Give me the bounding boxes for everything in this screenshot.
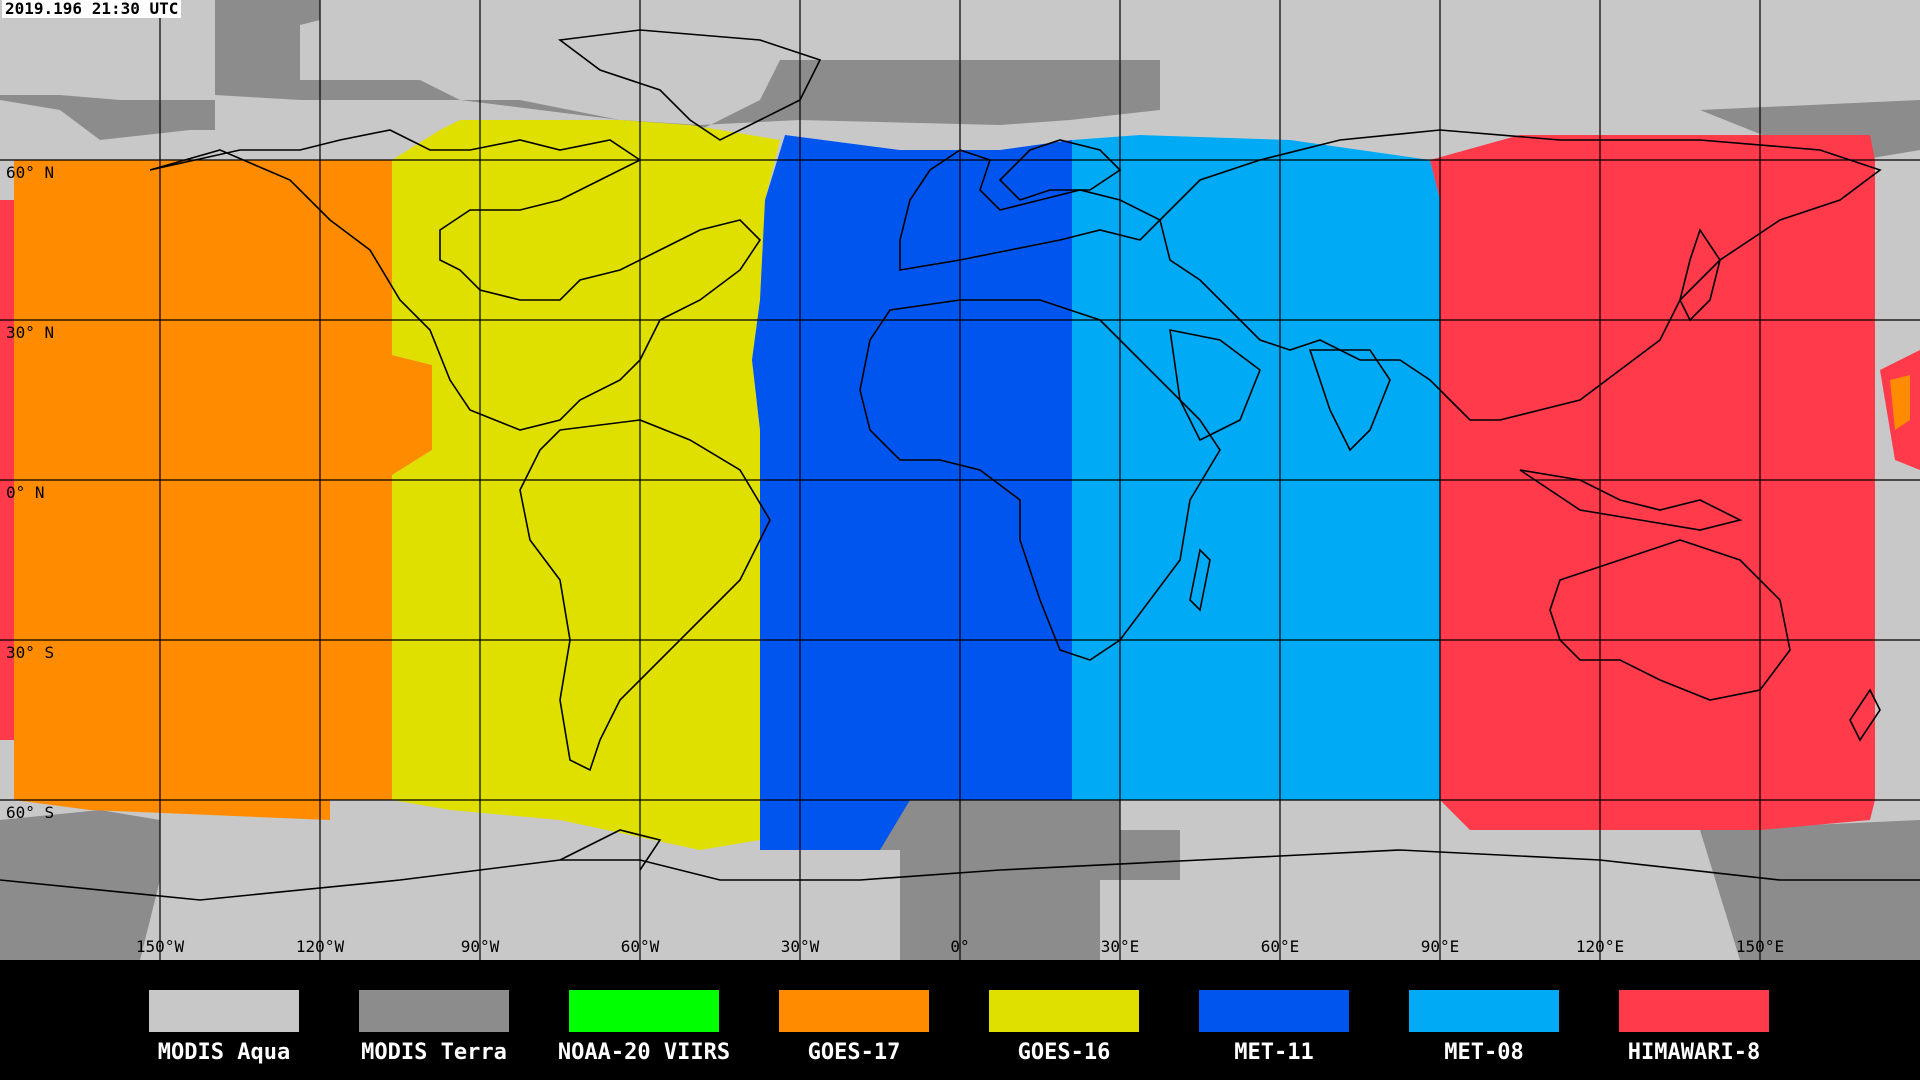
legend-label: MET-08 xyxy=(1444,1040,1524,1065)
latitude-label: 60° S xyxy=(6,803,55,822)
met-08-coverage xyxy=(1072,135,1440,800)
longitude-label: 30°E xyxy=(1100,937,1140,956)
latitude-label: 60° N xyxy=(6,163,55,182)
legend-swatch xyxy=(1409,990,1559,1032)
latitude-label: 30° N xyxy=(6,323,55,342)
coastlines xyxy=(0,29,1920,901)
met-11-coverage xyxy=(752,135,1072,850)
legend-swatch xyxy=(989,990,1139,1032)
legend: MODIS Aqua MODIS Terra NOAA-20 VIIRS GOE… xyxy=(0,960,1920,1080)
longitude-label: 150°W xyxy=(135,937,185,956)
longitude-label: 60°E xyxy=(1260,937,1300,956)
longitude-label: 0° xyxy=(950,937,970,956)
longitude-label: 90°E xyxy=(1420,937,1460,956)
legend-item-modis-terra: MODIS Terra xyxy=(346,990,522,1066)
himawari-8-wrap-left xyxy=(0,200,14,740)
legend-swatch xyxy=(779,990,929,1032)
goes-17-wrap-right xyxy=(1890,375,1910,430)
longitude-label: 30°W xyxy=(780,937,820,956)
legend-item-met-11: MET-11 xyxy=(1186,990,1362,1066)
legend-swatch xyxy=(1619,990,1769,1032)
legend-label: MODIS Aqua xyxy=(157,1040,291,1065)
legend-label: MODIS Terra xyxy=(361,1040,507,1065)
goes-17-coverage xyxy=(14,160,432,820)
satellite-coverage-map xyxy=(0,0,1920,960)
legend-swatch xyxy=(149,990,299,1032)
legend-label: GOES-16 xyxy=(1017,1040,1111,1065)
himawari-8-coverage xyxy=(1430,135,1875,830)
legend-item-modis-aqua: MODIS Aqua xyxy=(136,990,312,1066)
legend-item-met-08: MET-08 xyxy=(1396,990,1572,1066)
legend-label: NOAA-20 VIIRS xyxy=(557,1040,731,1065)
goes-16-coverage xyxy=(392,120,780,850)
modis-terra-coverage xyxy=(0,0,1920,960)
legend-item-goes-17: GOES-17 xyxy=(766,990,942,1066)
timestamp-label: 2019.196 21:30 UTC xyxy=(2,0,182,18)
legend-item-himawari-8: HIMAWARI-8 xyxy=(1606,990,1782,1066)
longitude-label: 60°W xyxy=(620,937,660,956)
legend-swatch xyxy=(359,990,509,1032)
legend-item-noaa-20-viirs: NOAA-20 VIIRS xyxy=(556,990,732,1066)
legend-item-goes-16: GOES-16 xyxy=(976,990,1152,1066)
legend-swatch xyxy=(569,990,719,1032)
longitude-label: 120°W xyxy=(295,937,345,956)
longitude-label: 150°E xyxy=(1735,937,1785,956)
latitude-label: 0° N xyxy=(6,483,45,502)
graticule xyxy=(0,0,1920,960)
longitude-label: 120°E xyxy=(1575,937,1625,956)
latitude-label: 30° S xyxy=(6,643,55,662)
legend-label: GOES-17 xyxy=(807,1040,901,1065)
legend-swatch xyxy=(1199,990,1349,1032)
legend-label: MET-11 xyxy=(1234,1040,1314,1065)
legend-label: HIMAWARI-8 xyxy=(1627,1040,1761,1065)
longitude-label: 90°W xyxy=(460,937,500,956)
